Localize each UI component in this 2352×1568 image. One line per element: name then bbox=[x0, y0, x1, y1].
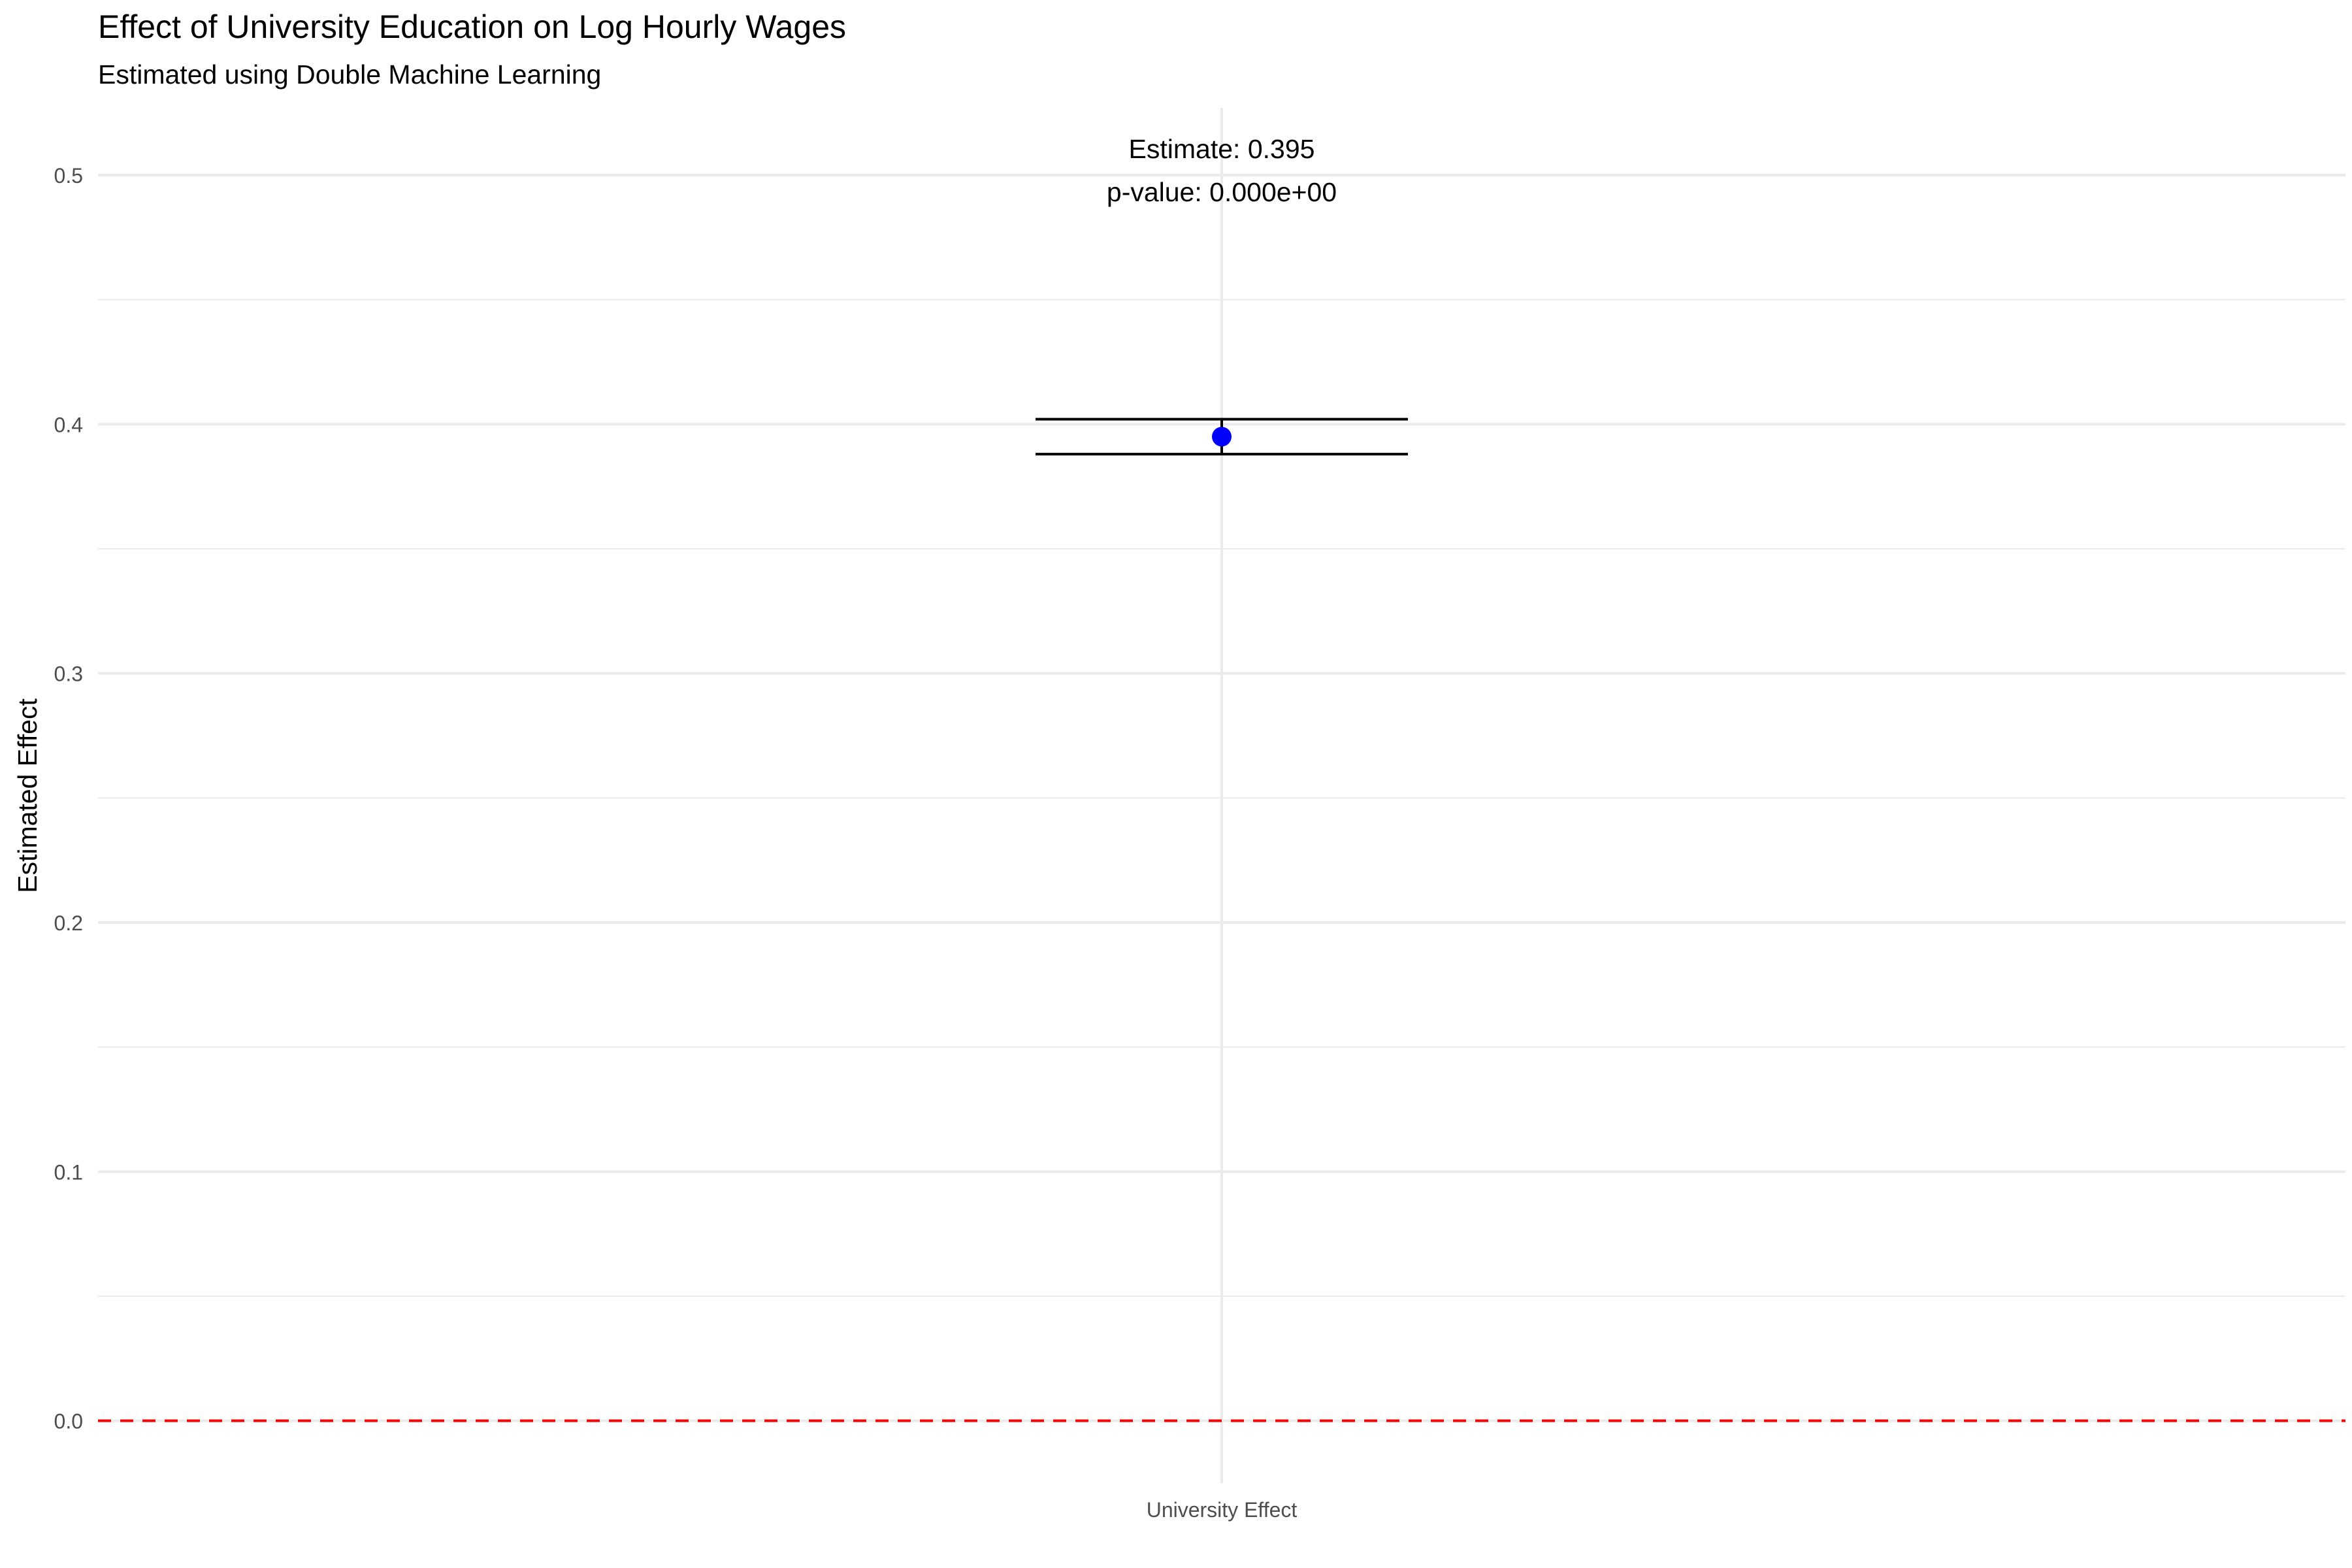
annotation-layer: Estimate: 0.395 p-value: 0.000e+00 bbox=[1107, 134, 1337, 207]
y-tick-label: 0.5 bbox=[54, 164, 83, 188]
estimate-annotation-line: p-value: 0.000e+00 bbox=[1107, 177, 1337, 207]
y-tick-label: 0.1 bbox=[54, 1160, 83, 1184]
y-tick-label: 0.4 bbox=[54, 413, 83, 436]
chart-subtitle: Estimated using Double Machine Learning bbox=[98, 59, 601, 90]
x-tick-labels: University Effect bbox=[1147, 1498, 1298, 1522]
y-tick-labels: 0.0 0.1 0.2 0.3 0.4 0.5 bbox=[54, 164, 83, 1433]
chart-title: Effect of University Education on Log Ho… bbox=[98, 8, 846, 45]
y-tick-label: 0.3 bbox=[54, 662, 83, 686]
point-layer bbox=[1212, 427, 1232, 447]
y-tick-label: 0.2 bbox=[54, 911, 83, 935]
y-axis-label: Estimated Effect bbox=[12, 698, 42, 893]
x-tick-label: University Effect bbox=[1147, 1498, 1298, 1522]
estimate-annotation-line: Estimate: 0.395 bbox=[1129, 134, 1315, 164]
y-tick-label: 0.0 bbox=[54, 1410, 83, 1433]
estimate-point bbox=[1212, 427, 1232, 447]
